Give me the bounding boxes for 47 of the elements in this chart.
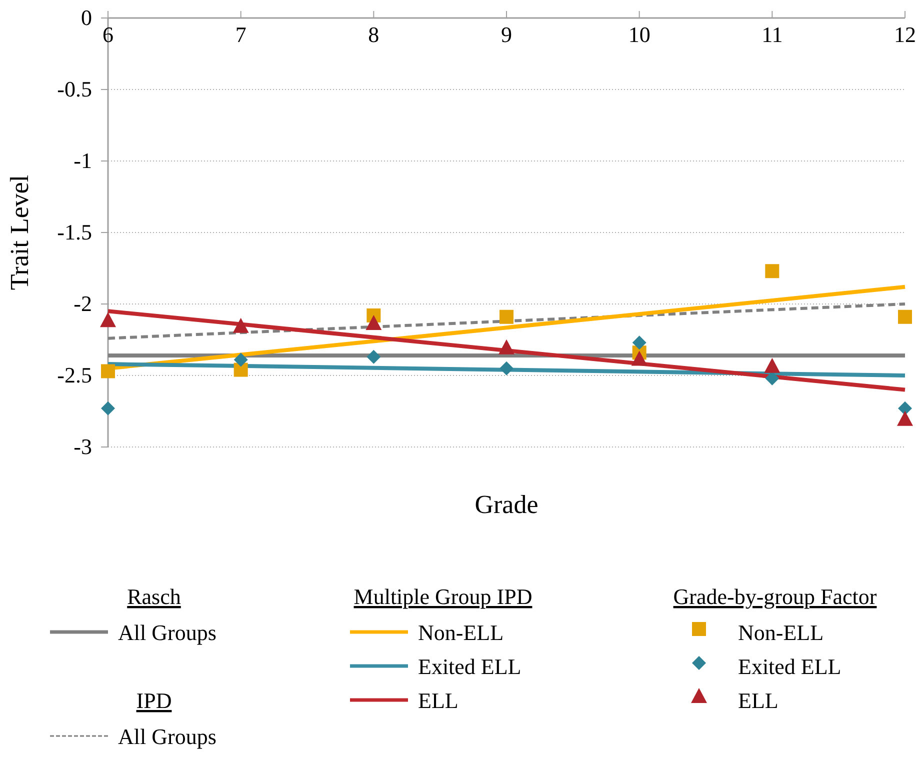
point xyxy=(898,310,912,324)
y-tick-label: -2.5 xyxy=(57,362,92,388)
point xyxy=(897,410,913,426)
text: Multiple Group IPD xyxy=(354,584,532,609)
text: Rasch xyxy=(127,584,181,609)
x-tick-label: 10 xyxy=(628,22,650,47)
y-tick-label: -3 xyxy=(74,434,92,459)
legend-label: ELL xyxy=(418,688,458,713)
point xyxy=(765,264,780,278)
legend-label: All Groups xyxy=(118,620,216,645)
point xyxy=(498,339,514,354)
y-tick-label: -0.5 xyxy=(57,76,92,102)
point xyxy=(234,362,248,377)
point xyxy=(500,361,514,376)
point xyxy=(631,350,648,366)
x-tick-label: 8 xyxy=(368,22,380,47)
text: IPD xyxy=(136,688,172,713)
point xyxy=(101,364,115,378)
x-tick-label: 7 xyxy=(235,22,246,47)
point xyxy=(898,401,912,416)
y-tick-label: 0 xyxy=(81,5,92,30)
point xyxy=(632,336,646,350)
point xyxy=(232,318,249,333)
legend-label: ELL xyxy=(738,688,778,713)
y-tick-label: -2 xyxy=(74,291,92,316)
text: Grade-by-group Factor xyxy=(673,584,878,609)
point xyxy=(366,315,382,330)
y-tick-label: -1 xyxy=(74,148,92,173)
legend-label: All Groups xyxy=(118,724,216,749)
x-tick-label: 11 xyxy=(762,22,783,47)
point xyxy=(500,310,514,324)
y-tick-label: -1.5 xyxy=(57,220,92,244)
x-tick-label: 9 xyxy=(501,22,512,47)
point xyxy=(100,312,116,328)
point xyxy=(366,350,381,364)
legend-label: Non-ELL xyxy=(738,620,824,645)
point xyxy=(765,371,780,386)
point xyxy=(234,352,248,367)
point xyxy=(101,401,115,416)
legend-label: Exited ELL xyxy=(738,654,842,679)
x-tick-label: 12 xyxy=(894,22,916,47)
y-axis-title: Trait Level xyxy=(5,174,34,290)
legend-label: Exited ELL xyxy=(418,654,522,679)
x-tick-label: 6 xyxy=(102,22,114,47)
x-axis-title: Grade xyxy=(474,490,538,519)
legend-label: Non-ELL xyxy=(418,620,504,645)
point xyxy=(764,358,780,373)
